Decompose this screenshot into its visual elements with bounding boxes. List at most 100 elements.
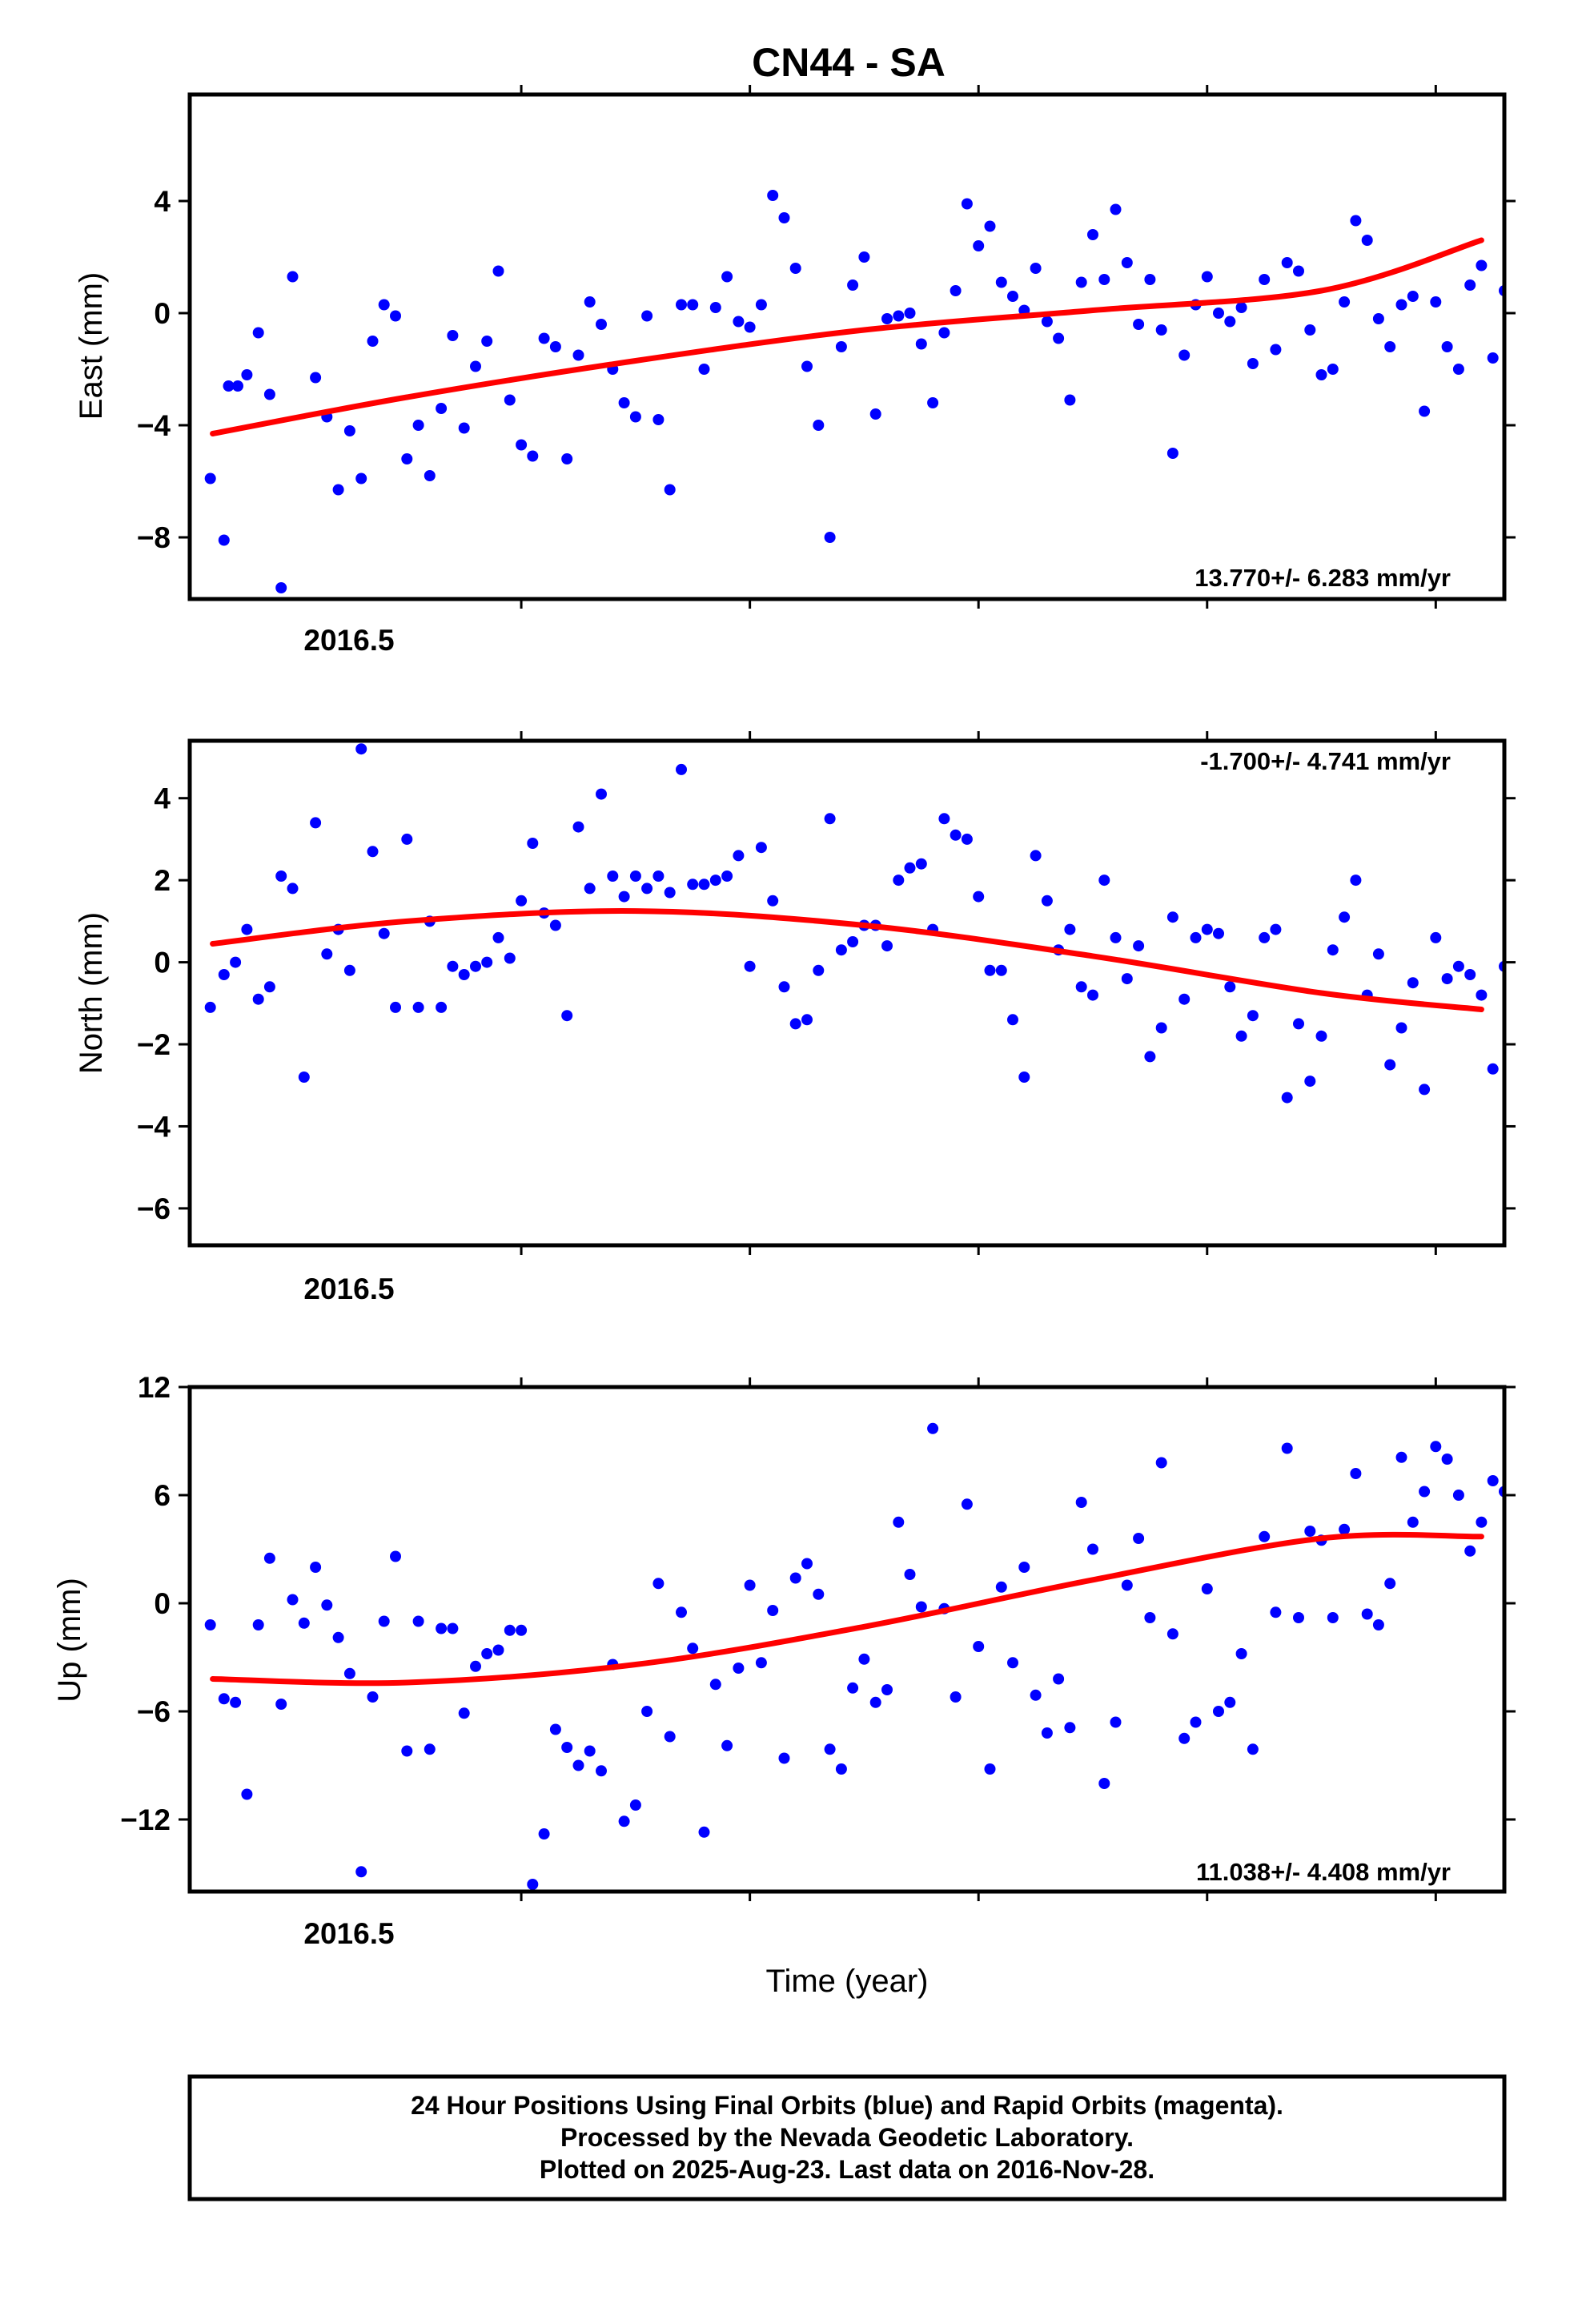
north-data-point (549, 919, 561, 931)
up-data-point (241, 1788, 253, 1800)
east-data-point (412, 420, 424, 431)
up-data-point (755, 1657, 767, 1669)
east-data-point (1166, 448, 1178, 459)
east-data-point (218, 534, 230, 546)
up-data-point (893, 1516, 905, 1528)
east-data-point (504, 394, 516, 406)
up-data-point (252, 1619, 264, 1630)
east-data-point (1155, 324, 1167, 336)
up-data-point (1407, 1516, 1419, 1528)
north-data-point (1110, 931, 1122, 943)
up-data-point (881, 1684, 893, 1695)
north-data-point (1452, 960, 1464, 972)
east-data-point (1327, 364, 1339, 375)
north-data-point (572, 821, 584, 833)
east-data-point (813, 420, 825, 431)
east-data-point (572, 349, 584, 361)
up-y-tick-label: 6 (154, 1479, 171, 1512)
east-data-point (938, 327, 950, 339)
up-data-point (481, 1648, 493, 1659)
east-x-tick-label: 2016.5 (303, 624, 394, 657)
east-data-point (858, 251, 870, 263)
north-x-tick-label: 2016.5 (303, 1273, 394, 1305)
up-data-point (652, 1578, 665, 1590)
east-data-point (1293, 265, 1304, 277)
east-data-point (287, 271, 299, 283)
up-y-tick-label: 0 (154, 1587, 171, 1620)
up-data-point (1270, 1606, 1282, 1618)
east-data-point (470, 360, 481, 372)
up-data-point (1419, 1486, 1431, 1498)
north-data-point (801, 1014, 813, 1026)
up-data-point (1007, 1657, 1018, 1669)
north-data-point (1395, 1022, 1407, 1034)
up-y-tick-label: −6 (137, 1695, 171, 1728)
east-data-point (676, 299, 687, 311)
up-data-point (1293, 1612, 1304, 1623)
east-data-point (1201, 271, 1213, 283)
up-data-point (1384, 1578, 1396, 1590)
east-data-point (1144, 274, 1156, 285)
up-data-point (984, 1763, 996, 1775)
caption-line-1: 24 Hour Positions Using Final Orbits (bl… (411, 2091, 1283, 2120)
north-y-tick-label: −4 (137, 1110, 171, 1143)
up-data-point (470, 1660, 481, 1672)
up-data-point (767, 1605, 779, 1616)
east-data-point (1110, 203, 1122, 215)
north-data-point (824, 813, 836, 825)
north-data-point (881, 940, 893, 952)
up-data-point (204, 1619, 216, 1630)
east-y-label: East (mm) (74, 272, 109, 420)
north-data-point (847, 936, 859, 947)
east-data-point (881, 313, 893, 324)
east-data-point (789, 263, 801, 274)
north-data-point (516, 895, 528, 907)
east-data-point (390, 310, 401, 322)
north-data-point (458, 969, 470, 980)
caption-line-2: Processed by the Nevada Geodetic Laborat… (560, 2123, 1134, 2152)
north-data-point (652, 870, 665, 882)
up-data-point (1030, 1689, 1042, 1701)
east-data-point (733, 316, 745, 328)
north-data-point (1213, 927, 1224, 939)
north-data-point (687, 879, 699, 891)
north-data-point (789, 1018, 801, 1030)
east-data-point (652, 414, 665, 425)
up-data-point (1178, 1732, 1191, 1744)
east-data-point (915, 338, 927, 350)
north-data-point (1281, 1092, 1293, 1104)
north-data-point (343, 964, 355, 976)
north-y-tick-label: 0 (154, 947, 171, 979)
east-data-point (516, 439, 528, 451)
east-data-point (275, 582, 287, 593)
up-data-point (218, 1693, 230, 1705)
north-data-point (1419, 1084, 1431, 1096)
east-data-point (584, 296, 596, 308)
east-data-point (1224, 316, 1236, 328)
up-data-point (1441, 1454, 1453, 1465)
north-data-point (1464, 969, 1476, 980)
north-rate-label: -1.700+/- 4.741 mm/yr (1200, 747, 1451, 775)
north-data-point (412, 1001, 424, 1013)
east-data-point (492, 265, 504, 277)
up-data-point (1213, 1706, 1224, 1717)
east-data-point (1213, 308, 1224, 319)
north-data-point (1075, 981, 1087, 993)
up-data-point (1339, 1523, 1351, 1535)
east-data-point (641, 310, 653, 322)
east-data-point (561, 453, 573, 464)
up-data-point (321, 1599, 333, 1611)
east-data-point (447, 330, 459, 341)
east-panel: 4 0 −4 −8 East (mm) 13.770+/- 6.283 mm/yr 2… (74, 85, 1516, 657)
east-data-point (1041, 316, 1053, 328)
east-data-point (1098, 274, 1110, 285)
up-data-point (915, 1601, 927, 1613)
up-data-point (572, 1759, 584, 1771)
north-data-point (1018, 1072, 1030, 1083)
up-data-point (436, 1622, 448, 1634)
east-data-point (687, 299, 699, 311)
up-data-point (230, 1696, 242, 1708)
up-data-point (1281, 1442, 1293, 1454)
up-data-point (778, 1752, 790, 1764)
north-data-point (1430, 931, 1442, 943)
